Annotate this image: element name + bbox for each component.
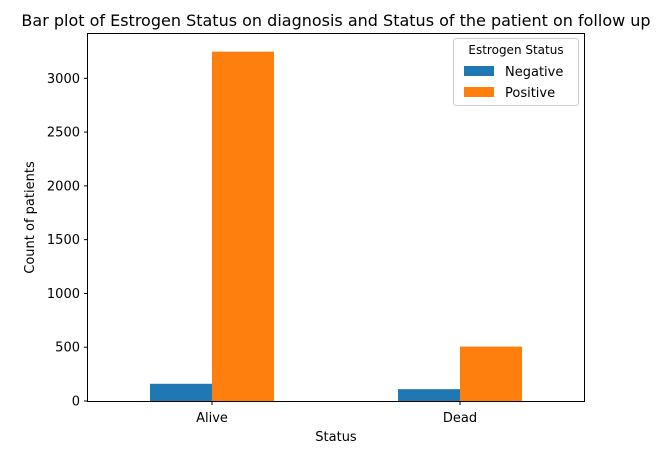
legend-label-positive: Positive xyxy=(505,86,555,101)
y-tick-label: 0 xyxy=(72,395,80,410)
legend-swatch-positive xyxy=(464,87,494,97)
bar-dead-negative xyxy=(398,389,460,401)
bars-group xyxy=(150,51,522,401)
bar-dead-positive xyxy=(460,346,522,401)
bar-alive-negative xyxy=(150,383,212,401)
bar-alive-positive xyxy=(212,51,274,401)
x-tick-label-dead: Dead xyxy=(443,411,477,426)
legend: Estrogen Status Negative Positive xyxy=(453,38,579,106)
chart-title: Bar plot of Estrogen Status on diagnosis… xyxy=(21,11,650,30)
legend-label-negative: Negative xyxy=(505,65,563,80)
y-tick-label: 1000 xyxy=(47,287,80,302)
y-axis-label: Count of patients xyxy=(23,161,38,274)
y-tick-label: 3000 xyxy=(47,72,80,87)
plot-frame xyxy=(87,33,585,402)
x-axis-label: Status xyxy=(315,430,357,445)
x-tick-label-alive: Alive xyxy=(196,411,228,426)
y-tick-label: 2000 xyxy=(47,179,80,194)
y-axis-ticks: 0 500 1000 1500 2000 2500 3000 xyxy=(47,72,88,410)
x-axis-ticks: Alive Dead xyxy=(196,401,477,426)
y-tick-label: 500 xyxy=(55,341,80,356)
y-tick-label: 2500 xyxy=(47,126,80,141)
y-tick-label: 1500 xyxy=(47,233,80,248)
legend-swatch-negative xyxy=(464,66,494,76)
legend-title: Estrogen Status xyxy=(468,43,563,57)
